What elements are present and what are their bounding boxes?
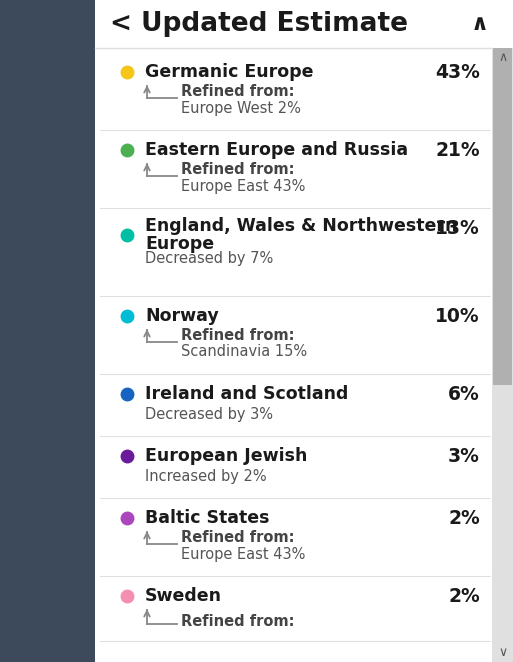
Text: Germanic Europe: Germanic Europe bbox=[145, 63, 313, 81]
Bar bbox=[0, 0, 95, 662]
Text: European Jewish: European Jewish bbox=[145, 447, 307, 465]
Text: Norway: Norway bbox=[145, 307, 219, 325]
Text: 2%: 2% bbox=[448, 587, 480, 606]
Text: Ireland and Scotland: Ireland and Scotland bbox=[145, 385, 348, 403]
Text: Refined from:: Refined from: bbox=[181, 328, 294, 344]
Text: ∧: ∧ bbox=[498, 51, 507, 64]
Text: 10%: 10% bbox=[436, 307, 480, 326]
Text: Decreased by 3%: Decreased by 3% bbox=[145, 408, 273, 422]
Text: 13%: 13% bbox=[435, 220, 480, 238]
Text: Increased by 2%: Increased by 2% bbox=[145, 469, 267, 485]
Text: 21%: 21% bbox=[436, 140, 480, 160]
Text: Europe: Europe bbox=[145, 235, 214, 253]
Text: Scandinavia 15%: Scandinavia 15% bbox=[181, 344, 307, 359]
Bar bbox=[492, 48, 513, 662]
Text: Refined from:: Refined from: bbox=[181, 85, 294, 99]
Bar bbox=[95, 0, 492, 48]
Bar bbox=[493, 48, 512, 385]
Text: ∨: ∨ bbox=[498, 646, 507, 659]
Text: Sweden: Sweden bbox=[145, 587, 222, 605]
Text: 6%: 6% bbox=[448, 385, 480, 404]
Text: Eastern Europe and Russia: Eastern Europe and Russia bbox=[145, 141, 408, 159]
Text: Europe East 43%: Europe East 43% bbox=[181, 547, 305, 561]
Text: 2%: 2% bbox=[448, 508, 480, 528]
Text: Baltic States: Baltic States bbox=[145, 509, 269, 527]
Text: England, Wales & Northwestern: England, Wales & Northwestern bbox=[145, 217, 458, 235]
Text: Europe West 2%: Europe West 2% bbox=[181, 101, 301, 115]
Text: ∧: ∧ bbox=[471, 14, 489, 34]
Text: 43%: 43% bbox=[435, 62, 480, 81]
Text: Decreased by 7%: Decreased by 7% bbox=[145, 252, 273, 267]
Text: Europe East 43%: Europe East 43% bbox=[181, 179, 305, 193]
Text: 3%: 3% bbox=[448, 446, 480, 465]
Text: < Updated Estimate: < Updated Estimate bbox=[110, 11, 408, 37]
Text: Refined from:: Refined from: bbox=[181, 162, 294, 177]
Text: Refined from:: Refined from: bbox=[181, 530, 294, 545]
Text: Refined from:: Refined from: bbox=[181, 614, 294, 630]
